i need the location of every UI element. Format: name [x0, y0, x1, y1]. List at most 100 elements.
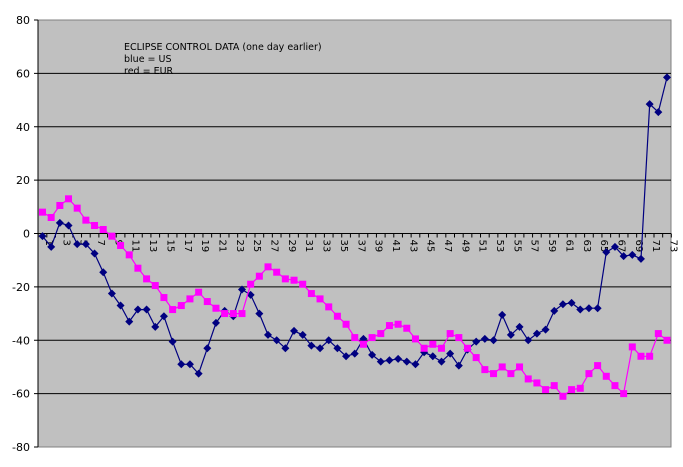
data-point-square [221, 310, 229, 318]
data-point-diamond [81, 240, 90, 249]
data-point-diamond [385, 356, 394, 365]
data-point-square [385, 322, 393, 330]
data-point-diamond [264, 330, 273, 339]
x-tick-label: 25 [251, 240, 262, 253]
data-point-square [568, 386, 576, 394]
data-point-diamond [610, 242, 619, 251]
x-tick-label: 19 [199, 240, 210, 253]
data-point-square [377, 330, 385, 338]
data-point-square [498, 363, 506, 371]
data-point-diamond [290, 326, 299, 335]
x-tick-label: 39 [373, 240, 384, 253]
data-point-diamond [376, 357, 385, 366]
data-point-square [446, 330, 454, 338]
data-point-square [646, 352, 654, 360]
x-tick-label: 65 [598, 240, 609, 253]
data-point-diamond [203, 344, 212, 353]
x-tick-label: 73 [668, 240, 679, 253]
data-point-square [342, 320, 350, 328]
data-point-square [281, 275, 289, 283]
y-tick-label: -20 [12, 281, 30, 294]
data-point-diamond [307, 341, 316, 350]
data-point-square [481, 366, 489, 374]
data-point-square [394, 320, 402, 328]
x-tick-label: 17 [182, 240, 193, 253]
data-point-diamond [125, 317, 134, 326]
data-point-diamond [38, 232, 47, 241]
x-tick-label: 63 [581, 240, 592, 253]
data-point-diamond [411, 360, 420, 369]
data-point-square [99, 225, 107, 233]
data-point-square [472, 354, 480, 362]
data-point-square [169, 306, 177, 314]
y-tick-label: -80 [12, 441, 30, 454]
data-point-square [255, 272, 263, 280]
data-point-diamond [133, 305, 142, 314]
data-point-diamond [342, 352, 351, 361]
x-tick-label: 71 [650, 240, 661, 253]
data-point-diamond [272, 336, 281, 345]
series-eur [39, 195, 671, 400]
data-point-diamond [368, 350, 377, 359]
data-point-square [273, 268, 281, 276]
data-point-square [455, 334, 463, 342]
x-tick-label: 7 [95, 240, 106, 246]
x-tick-label: 35 [338, 240, 349, 253]
data-point-diamond [619, 252, 628, 261]
data-point-square [368, 334, 376, 342]
data-point-square [637, 352, 645, 360]
data-point-diamond [584, 304, 593, 313]
data-point-square [533, 379, 541, 387]
data-point-diamond [298, 330, 307, 339]
data-point-diamond [506, 330, 515, 339]
y-tick-label: -60 [12, 388, 30, 401]
data-point-square [524, 375, 532, 383]
x-tick-label: 23 [234, 240, 245, 253]
y-tick-label: 20 [16, 174, 30, 187]
data-point-square [516, 363, 524, 371]
data-point-square [490, 370, 498, 378]
data-point-square [134, 264, 142, 272]
data-point-square [177, 302, 185, 310]
y-tick-label: 60 [16, 67, 30, 80]
data-point-square [585, 370, 593, 378]
x-tick-label: 51 [477, 240, 488, 253]
data-point-diamond [177, 360, 186, 369]
data-point-diamond [194, 369, 203, 378]
data-point-square [325, 303, 333, 311]
data-point-diamond [515, 322, 524, 331]
data-point-square [559, 392, 567, 400]
x-tick-label: 15 [164, 240, 175, 253]
x-tick-label: 27 [269, 240, 280, 253]
data-point-diamond [498, 310, 507, 319]
x-tick-label: 33 [321, 240, 332, 253]
data-point-diamond [237, 285, 246, 294]
data-point-diamond [558, 300, 567, 309]
data-point-square [160, 294, 168, 302]
data-point-square [307, 290, 315, 298]
data-point-diamond [446, 349, 455, 358]
data-point-square [620, 390, 628, 398]
data-point-square [602, 372, 610, 380]
data-point-square [464, 344, 472, 352]
data-point-diamond [428, 352, 437, 361]
x-tick-label: 67 [615, 240, 626, 253]
annotation-blue-legend: blue = US [124, 54, 172, 65]
data-point-square [290, 276, 298, 284]
x-tick-label: 59 [546, 240, 557, 253]
data-point-diamond [211, 318, 220, 327]
data-point-diamond [402, 357, 411, 366]
data-point-square [437, 344, 445, 352]
data-point-diamond [636, 254, 645, 263]
data-point-square [203, 298, 211, 306]
x-tick-label: 61 [563, 240, 574, 253]
data-point-diamond [541, 325, 550, 334]
data-point-diamond [628, 250, 637, 259]
data-point-diamond [532, 329, 541, 338]
data-point-diamond [654, 108, 663, 117]
data-point-square [143, 275, 151, 283]
data-point-diamond [90, 249, 99, 258]
chart-annotation: ECLIPSE CONTROL DATA (one day earlier) b… [124, 42, 322, 77]
y-axis: 80 60 40 20 0 -20 -40 -60 -80 [12, 14, 39, 454]
